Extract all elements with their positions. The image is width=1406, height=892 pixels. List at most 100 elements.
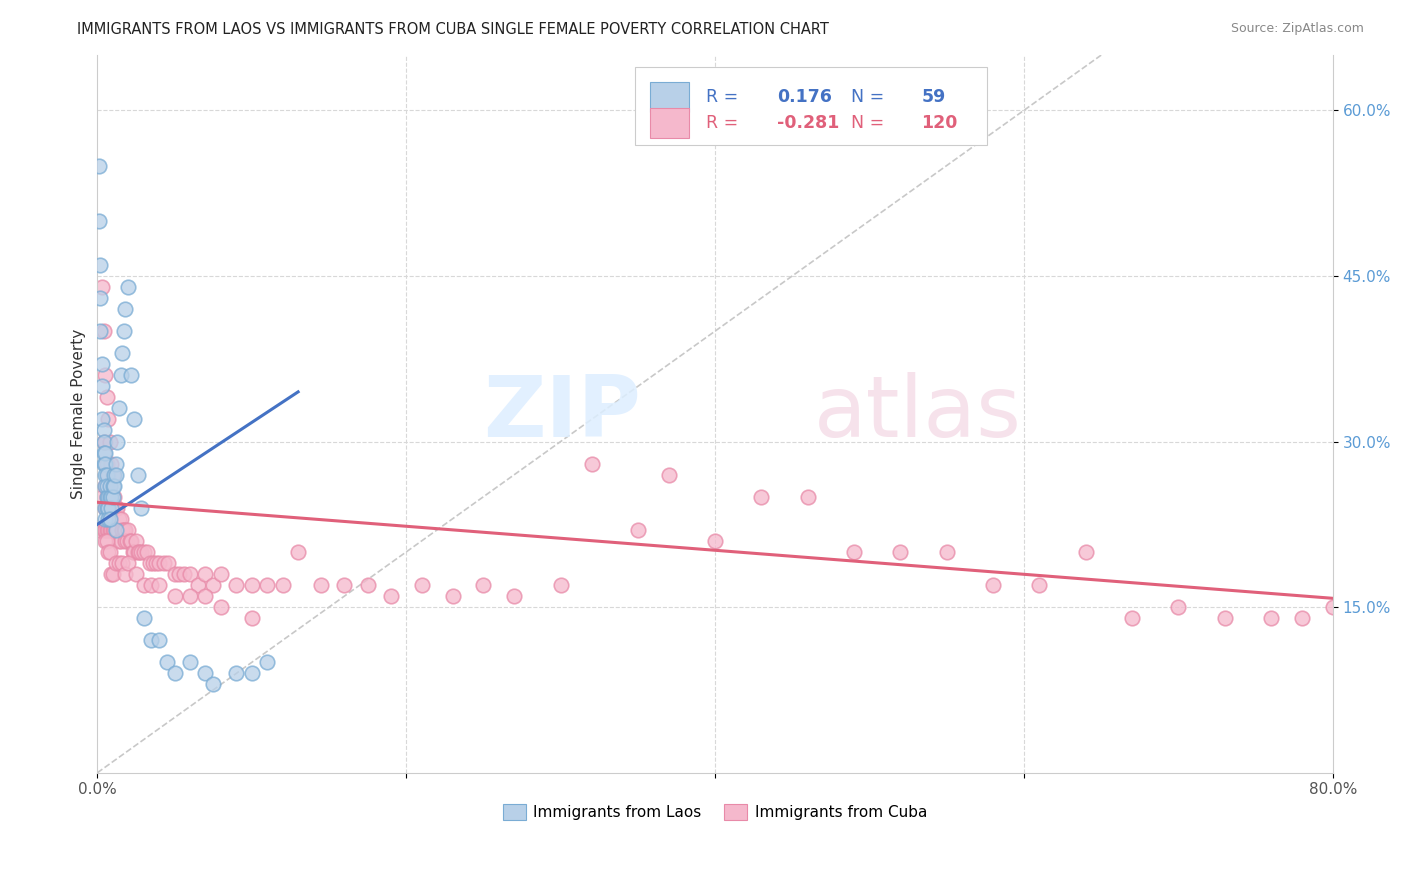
Point xyxy=(100,500,122,515)
Point xyxy=(91,412,114,426)
Point xyxy=(94,457,117,471)
Point xyxy=(751,490,773,504)
Point xyxy=(125,567,148,582)
Point xyxy=(194,567,217,582)
Point xyxy=(103,479,125,493)
Point xyxy=(93,324,115,338)
Point xyxy=(94,512,117,526)
Point xyxy=(132,545,155,559)
Point xyxy=(124,412,146,426)
Point xyxy=(135,545,157,559)
Point xyxy=(93,424,115,438)
Point xyxy=(100,490,122,504)
Point xyxy=(122,545,145,559)
Point xyxy=(173,567,195,582)
Point xyxy=(93,523,115,537)
Point xyxy=(141,633,163,648)
Text: atlas: atlas xyxy=(814,373,1022,456)
Point xyxy=(107,500,129,515)
Point xyxy=(141,578,163,592)
Point xyxy=(117,523,139,537)
Point xyxy=(96,523,118,537)
Point xyxy=(94,523,117,537)
Point xyxy=(163,567,186,582)
Point xyxy=(103,490,125,504)
Point xyxy=(96,490,118,504)
Point xyxy=(1322,600,1344,615)
Point xyxy=(472,578,495,592)
Point xyxy=(163,589,186,603)
Text: N =: N = xyxy=(851,87,884,106)
Point xyxy=(100,457,122,471)
Point xyxy=(129,545,152,559)
Text: R =: R = xyxy=(706,87,738,106)
Point xyxy=(104,500,127,515)
Point xyxy=(935,545,957,559)
Point xyxy=(111,556,134,570)
Point xyxy=(209,567,232,582)
Point xyxy=(96,533,118,548)
Point xyxy=(101,490,124,504)
Point xyxy=(96,457,118,471)
Point xyxy=(627,523,650,537)
Point xyxy=(104,467,127,482)
Text: ZIP: ZIP xyxy=(484,373,641,456)
Point xyxy=(98,523,121,537)
Point xyxy=(981,578,1004,592)
Point xyxy=(117,556,139,570)
Point xyxy=(97,490,120,504)
Point xyxy=(796,490,818,504)
Point xyxy=(240,611,263,625)
Point xyxy=(107,434,129,449)
Point xyxy=(97,412,120,426)
Point xyxy=(98,479,121,493)
Point xyxy=(96,390,118,404)
Point xyxy=(225,578,247,592)
Point xyxy=(104,523,127,537)
Point xyxy=(333,578,356,592)
Point xyxy=(148,578,170,592)
Point xyxy=(187,578,209,592)
Point xyxy=(128,545,150,559)
Point xyxy=(129,500,152,515)
Point xyxy=(117,280,139,294)
Point xyxy=(94,500,117,515)
Point xyxy=(240,666,263,681)
Point xyxy=(91,379,114,393)
Text: IMMIGRANTS FROM LAOS VS IMMIGRANTS FROM CUBA SINGLE FEMALE POVERTY CORRELATION C: IMMIGRANTS FROM LAOS VS IMMIGRANTS FROM … xyxy=(77,22,830,37)
Point xyxy=(98,479,121,493)
Point xyxy=(100,523,122,537)
Point xyxy=(411,578,433,592)
Point xyxy=(110,368,132,383)
Point xyxy=(148,556,170,570)
Point xyxy=(1291,611,1313,625)
Point xyxy=(1028,578,1050,592)
Point xyxy=(98,512,121,526)
Point xyxy=(441,589,464,603)
Text: 0.176: 0.176 xyxy=(778,87,832,106)
Point xyxy=(1213,611,1236,625)
Point xyxy=(107,523,129,537)
Point xyxy=(112,324,135,338)
Point xyxy=(100,500,122,515)
Point xyxy=(550,578,572,592)
Text: R =: R = xyxy=(706,114,738,132)
Point xyxy=(225,666,247,681)
Point xyxy=(110,533,132,548)
Point xyxy=(581,457,603,471)
Point xyxy=(97,523,120,537)
Point xyxy=(98,434,121,449)
Point xyxy=(111,346,134,360)
Point xyxy=(842,545,865,559)
Point xyxy=(104,556,127,570)
Point xyxy=(93,434,115,449)
Point xyxy=(103,467,125,482)
Point xyxy=(118,533,141,548)
Point xyxy=(110,512,132,526)
Point xyxy=(94,533,117,548)
Point xyxy=(124,545,146,559)
Point xyxy=(503,589,526,603)
Point xyxy=(101,523,124,537)
Point xyxy=(96,479,118,493)
Point xyxy=(311,578,333,592)
